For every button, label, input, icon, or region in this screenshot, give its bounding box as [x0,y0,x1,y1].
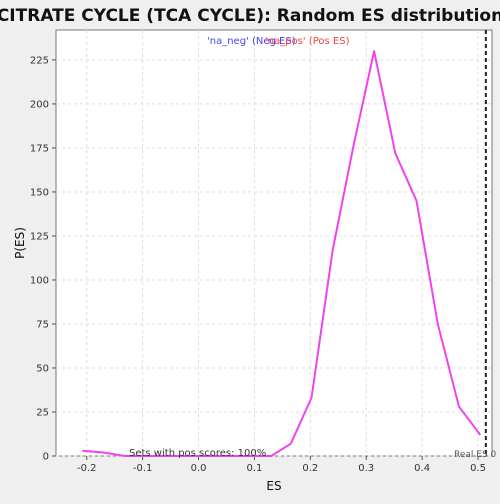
chart-title: CITRATE CYCLE (TCA CYCLE): Random ES dis… [0,6,500,26]
sets-annotation: Sets with pos scores: 100% [129,448,266,459]
legend-entry-pos: 'na_pos' (Pos ES) [265,36,350,47]
x-tick-label: -0.1 [133,463,153,474]
y-tick-label: 225 [30,55,49,66]
x-tick-label: 0.5 [470,463,486,474]
grid-lines [56,30,492,457]
x-tick-label: 0.3 [358,463,374,474]
y-tick-label: 125 [30,231,49,242]
x-tick-label: 0.4 [414,463,430,474]
y-tick-label: 75 [36,319,49,330]
y-tick-label: 25 [36,407,49,418]
series-line [82,50,482,457]
y-tick-label: 150 [30,187,49,198]
y-tick-label: 50 [36,363,49,374]
y-axis-label: P(ES) [13,227,27,259]
x-axis-label: ES [266,479,281,493]
y-tick-label: 175 [30,143,49,154]
axis-ticks: -0.2 -0.1 0.0 0.1 0.2 0.3 0.4 0.5 0 25 50 75 100 125 1… [30,55,486,474]
x-tick-label: -0.2 [77,463,97,474]
x-tick-label: 0.1 [246,463,262,474]
real-es-label: Real ES 0 [454,450,497,460]
plot-area [55,29,493,457]
x-tick-label: 0.0 [191,463,207,474]
y-tick-label: 100 [30,275,49,286]
y-tick-label: 200 [30,99,49,110]
y-tick-label: 0 [43,452,49,463]
x-tick-label: 0.2 [302,463,318,474]
legend-entry-neg: 'na_neg' (Neg ES) [207,36,296,47]
series-layer [82,50,482,457]
